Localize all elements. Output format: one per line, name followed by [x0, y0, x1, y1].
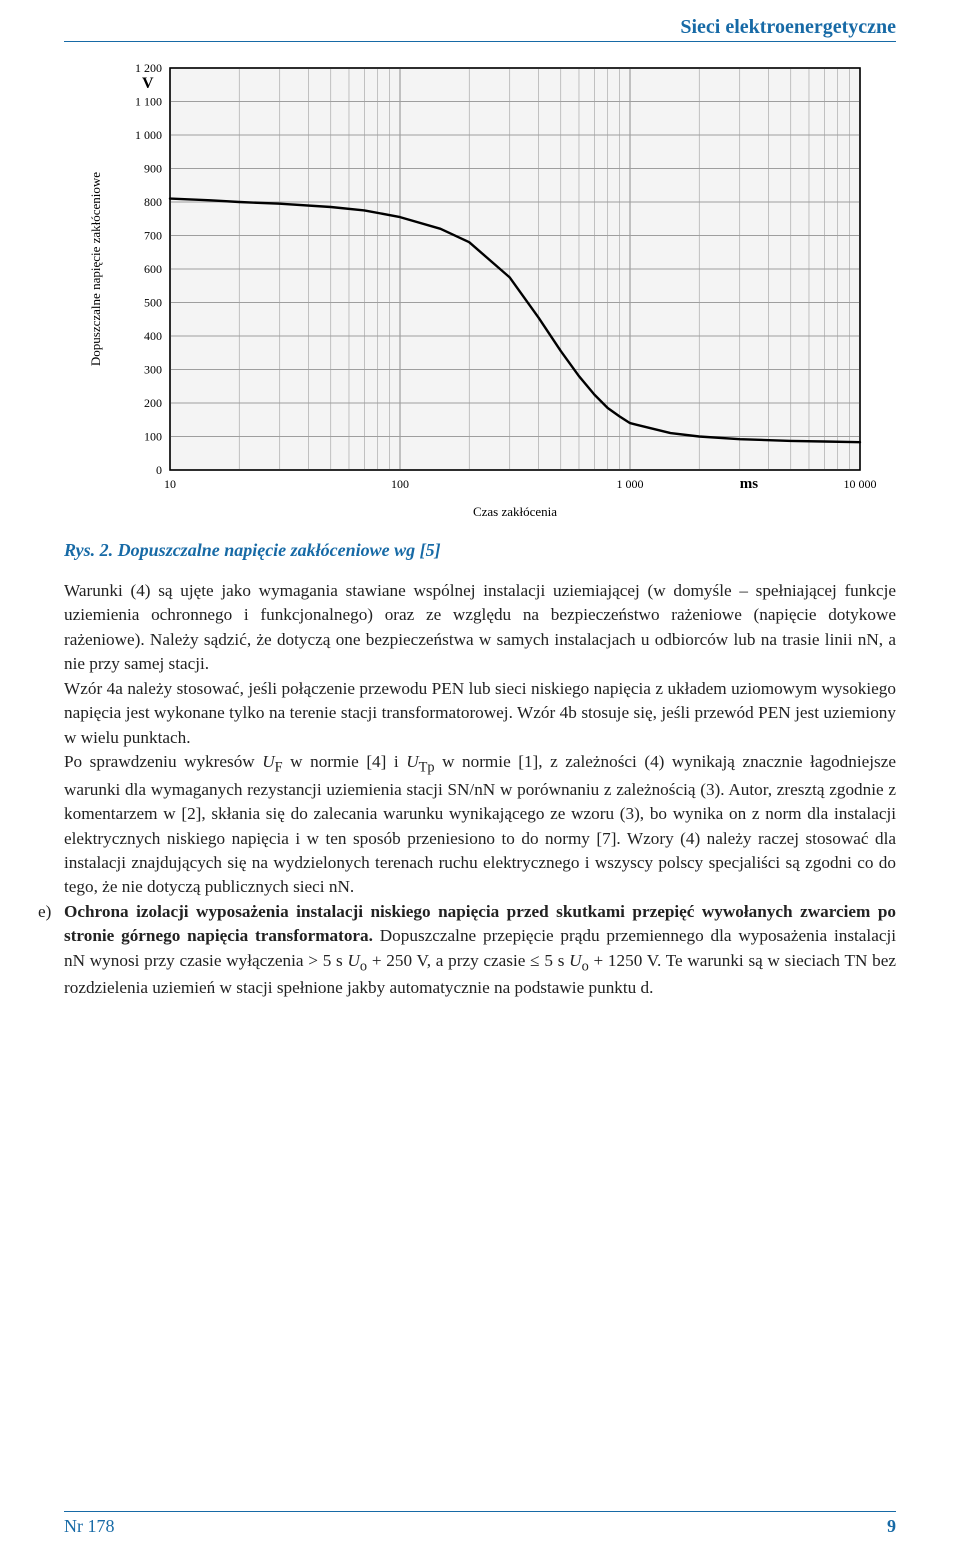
- paragraph-2: Wzór 4a należy stosować, jeśli połączeni…: [64, 677, 896, 750]
- symbol-utp-sub: Tp: [419, 759, 435, 775]
- svg-text:ms: ms: [740, 476, 758, 492]
- section-header: Sieci elektroenergetyczne: [64, 16, 896, 42]
- svg-text:200: 200: [144, 396, 162, 410]
- svg-text:100: 100: [391, 477, 409, 491]
- svg-text:100: 100: [144, 430, 162, 444]
- issue-number: Nr 178: [64, 1516, 115, 1537]
- para3-text-b: w normie [4] i: [283, 752, 407, 771]
- symbol-uf-u: U: [262, 752, 274, 771]
- svg-text:600: 600: [144, 262, 162, 276]
- svg-text:Dopuszczalne napięcie zakłócen: Dopuszczalne napięcie zakłóceniowe: [88, 172, 103, 366]
- svg-text:10 000: 10 000: [844, 477, 877, 491]
- figure: 0 100 200 300 400 500 600 700 800 900 1 000 1 100 1 …: [64, 50, 896, 561]
- list-marker-e: e): [38, 900, 64, 1001]
- list-item-e-content: Ochrona izolacji wyposażenia instalacji …: [64, 900, 896, 1001]
- svg-text:400: 400: [144, 329, 162, 343]
- svg-text:300: 300: [144, 363, 162, 377]
- page: Sieci elektroenergetyczne 0 100 200 300 400 5…: [0, 0, 960, 1555]
- item-e-rest-b: + 250 V, a przy czasie ≤ 5 s: [367, 951, 569, 970]
- svg-text:1 100: 1 100: [135, 95, 162, 109]
- svg-text:Czas zakłócenia: Czas zakłócenia: [473, 504, 557, 519]
- symbol-utp-u: U: [406, 752, 418, 771]
- svg-text:10: 10: [164, 477, 176, 491]
- svg-text:500: 500: [144, 296, 162, 310]
- svg-text:1 000: 1 000: [135, 128, 162, 142]
- svg-text:1 000: 1 000: [617, 477, 644, 491]
- page-footer: Nr 178 9: [64, 1511, 896, 1537]
- body-text: Warunki (4) są ujęte jako wymagania staw…: [64, 579, 896, 1001]
- svg-text:900: 900: [144, 162, 162, 176]
- symbol-uo1-sub: o: [360, 958, 367, 974]
- svg-text:700: 700: [144, 229, 162, 243]
- paragraph-1: Warunki (4) są ujęte jako wymagania staw…: [64, 579, 896, 677]
- figure-caption: Rys. 2. Dopuszczalne napięcie zakłócenio…: [64, 540, 896, 561]
- svg-text:V: V: [142, 75, 154, 92]
- symbol-uo2-u: U: [569, 951, 581, 970]
- para3-text-a: Po sprawdzeniu wykresów: [64, 752, 262, 771]
- symbol-uo2-sub: o: [582, 958, 589, 974]
- svg-text:1 200: 1 200: [135, 61, 162, 75]
- paragraph-3: Po sprawdzeniu wykresów UF w normie [4] …: [64, 750, 896, 900]
- chart-container: 0 100 200 300 400 500 600 700 800 900 1 000 1 100 1 …: [64, 50, 896, 530]
- para3-text-c: w normie [1], z zależności (4) wynikają …: [64, 752, 896, 896]
- list-item-e: e) Ochrona izolacji wyposażenia instalac…: [64, 900, 896, 1001]
- svg-text:0: 0: [156, 463, 162, 477]
- symbol-uo1-u: U: [347, 951, 359, 970]
- svg-text:800: 800: [144, 195, 162, 209]
- page-number: 9: [887, 1516, 896, 1537]
- voltage-chart: 0 100 200 300 400 500 600 700 800 900 1 000 1 100 1 …: [80, 50, 880, 530]
- section-title: Sieci elektroenergetyczne: [680, 16, 896, 38]
- symbol-uf-sub: F: [275, 759, 283, 775]
